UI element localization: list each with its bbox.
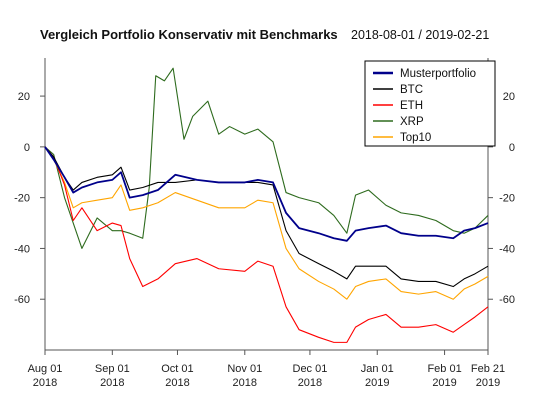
x-tick-label-year: 2019 — [365, 377, 389, 389]
y-tick-label-left: -60 — [14, 294, 30, 306]
series-line-xrp — [44, 67, 489, 249]
y-tick-label-right: 0 — [509, 142, 515, 154]
x-tick-label-month: Aug 01 — [28, 363, 63, 375]
x-tick-label-year: 2018 — [298, 377, 322, 389]
x-tick-label-month: Feb 01 — [427, 363, 461, 375]
axis-ticks: 20 20 0 0 -20 -20 -40 -40 -60 -60 Aug 01 2018 Sep 01… — [14, 91, 515, 389]
x-tick-label-month: Sep 01 — [95, 363, 130, 375]
x-tick-label-month: Oct 01 — [161, 363, 193, 375]
series-line-musterportfolio — [44, 146, 489, 242]
y-tick-label-left: 0 — [24, 142, 30, 154]
x-tick-label-year: 2018 — [165, 377, 189, 389]
series-line-eth — [44, 146, 489, 343]
y-tick-label-left: 20 — [18, 91, 30, 103]
legend-label-xrp: XRP — [400, 116, 424, 128]
legend-label-btc: BTC — [400, 84, 423, 96]
legend-box — [364, 60, 496, 147]
series-lines — [44, 67, 489, 343]
series-line-top10 — [44, 146, 489, 300]
chart-title: Vergleich Portfolio Konservativ mit Benc… — [40, 27, 338, 42]
legend-label-top10: Top10 — [400, 132, 431, 144]
x-tick-label-year: 2018 — [33, 377, 57, 389]
y-tick-label-right: -60 — [499, 294, 515, 306]
y-tick-label-left: -20 — [14, 193, 30, 205]
y-tick-label-right: 20 — [503, 91, 515, 103]
x-tick-label-year: 2018 — [233, 377, 257, 389]
y-tick-label-right: -40 — [499, 243, 515, 255]
y-tick-label-left: -40 — [14, 243, 30, 255]
legend: Musterportfolio BTC ETH XRP Top10 — [364, 60, 496, 147]
legend-label-eth: ETH — [400, 100, 423, 112]
x-tick-label-month: Feb 21 — [471, 363, 505, 375]
x-tick-label-month: Jan 01 — [361, 363, 394, 375]
x-tick-label-year: 2019 — [476, 377, 500, 389]
series-line-btc — [44, 146, 489, 288]
y-tick-label-right: -20 — [499, 193, 515, 205]
x-tick-label-year: 2019 — [432, 377, 456, 389]
x-tick-label-year: 2018 — [100, 377, 124, 389]
x-tick-label-month: Nov 01 — [227, 363, 262, 375]
x-tick-label-month: Dec 01 — [293, 363, 328, 375]
chart-date-range: 2018-08-01 / 2019-02-21 — [351, 28, 489, 42]
legend-label-musterportfolio: Musterportfolio — [400, 68, 476, 80]
